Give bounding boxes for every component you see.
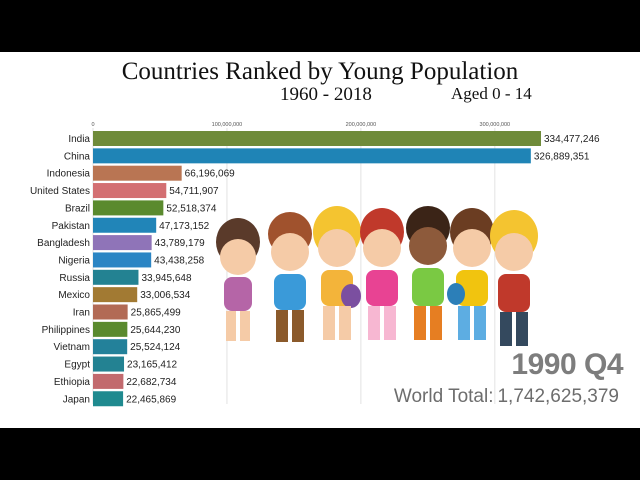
bar (93, 373, 124, 389)
value-label: 43,438,258 (154, 255, 204, 266)
x-tick-labels: 0 100,000,000 200,000,000 300,000,000 (91, 122, 510, 128)
x-tick-label: 300,000,000 (480, 122, 511, 128)
value-label: 43,789,179 (155, 238, 205, 249)
category-label: Russia (59, 273, 90, 284)
value-label: 22,465,869 (126, 394, 176, 405)
bar (93, 252, 152, 268)
value-label: 25,865,499 (131, 308, 181, 319)
category-label: Egypt (64, 360, 90, 371)
chart-frame: Countries Ranked by Young Population 196… (0, 52, 640, 428)
value-label: 23,165,412 (127, 360, 177, 371)
value-label: 25,524,124 (130, 342, 180, 353)
category-label: Japan (63, 394, 90, 405)
value-label: 326,889,351 (534, 151, 590, 162)
category-label: India (68, 134, 90, 145)
chart-subtitle: 1960 - 2018 (280, 84, 372, 105)
bar (93, 304, 128, 320)
category-label: Brazil (65, 203, 90, 214)
value-label: 52,518,374 (166, 203, 216, 214)
x-tick-label: 200,000,000 (346, 122, 377, 128)
bar (93, 183, 167, 199)
category-label: Iran (73, 308, 90, 319)
bar (93, 356, 125, 372)
category-label: Philippines (42, 325, 90, 336)
category-label: United States (30, 186, 90, 197)
world-total-label: World Total: (393, 386, 494, 407)
x-tick-label: 100,000,000 (212, 122, 243, 128)
period-label: 1990 Q4 (511, 348, 623, 381)
category-label: Vietnam (53, 342, 90, 353)
children-illustration (216, 206, 538, 346)
value-label: 66,196,069 (185, 169, 235, 180)
bars: India 334,477,246 China 326,889,351 Indonesi… (30, 131, 600, 407)
bar (93, 287, 138, 303)
value-label: 54,711,907 (169, 186, 219, 197)
world-total-value: 1,742,625,379 (497, 386, 619, 407)
bar (93, 217, 157, 233)
bar (93, 200, 164, 216)
world-total: World Total: 1,742,625,379 (394, 386, 623, 408)
category-label: Mexico (58, 290, 90, 301)
category-label: China (64, 151, 91, 162)
x-tick-label: 0 (91, 122, 94, 128)
bar (93, 235, 152, 251)
bar-chart: 0 100,000,000 200,000,000 300,000,000 (30, 122, 600, 407)
bar (93, 165, 182, 181)
age-group-label: Aged 0 - 14 (451, 84, 532, 103)
bar (93, 148, 531, 164)
bar (93, 321, 128, 337)
bar (93, 391, 124, 407)
bar (93, 131, 541, 146)
value-label: 33,006,534 (140, 290, 190, 301)
value-label: 25,644,230 (130, 325, 180, 336)
category-label: Ethiopia (54, 377, 91, 388)
bar (93, 339, 128, 355)
chart-title: Countries Ranked by Young Population (121, 58, 519, 85)
value-label: 334,477,246 (544, 134, 600, 145)
category-label: Indonesia (47, 169, 91, 180)
category-label: Bangladesh (37, 238, 90, 249)
bar (93, 269, 139, 285)
value-label: 22,682,734 (126, 377, 176, 388)
value-label: 33,945,648 (141, 273, 191, 284)
value-label: 47,173,152 (159, 221, 209, 232)
category-label: Nigeria (58, 255, 90, 266)
category-label: Pakistan (52, 221, 90, 232)
